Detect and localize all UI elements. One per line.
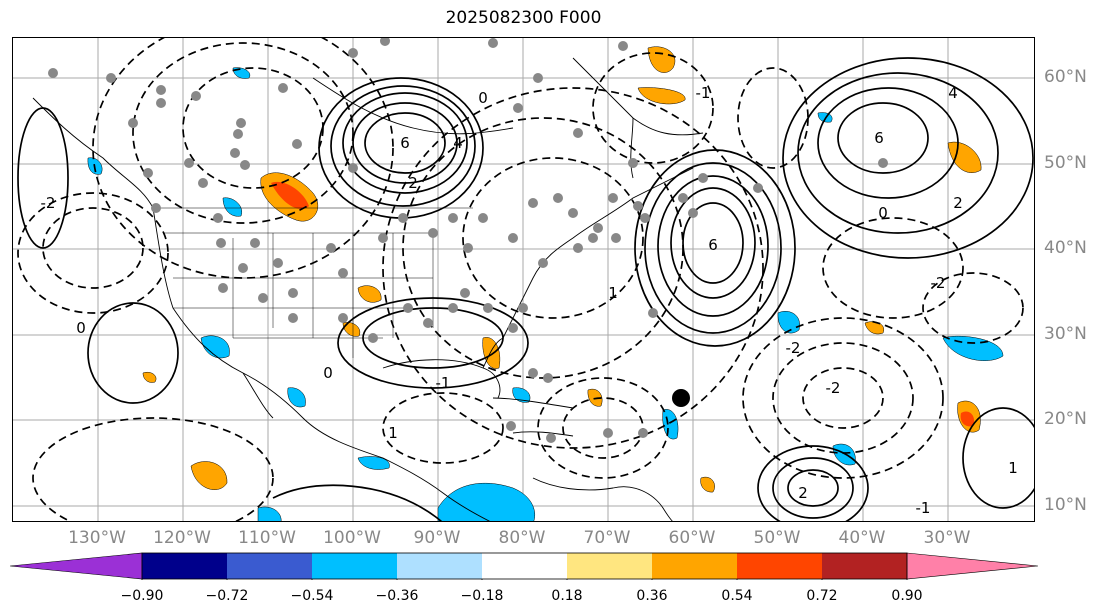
contour-label: -2 (41, 194, 56, 212)
colorbar-segment (652, 553, 737, 579)
colorbar-extend-low (10, 552, 143, 580)
lon-label: 60°W (668, 528, 716, 548)
map-panel[interactable]: 6 6 6 4 4 2 2 2 0 0 0 0 -2 -2 -2 -2 -1 -… (12, 37, 1035, 522)
colorbar-tick-label: 0.90 (891, 588, 923, 604)
lon-label: 100°W (323, 528, 381, 548)
lon-label: 90°W (413, 528, 461, 548)
lat-label: 40°N (1044, 238, 1087, 258)
lon-label: 70°W (583, 528, 631, 548)
contour-label: 4 (453, 134, 463, 152)
contour-label: -1 (696, 84, 711, 102)
graticule (13, 38, 1034, 521)
lon-label: 120°W (153, 528, 211, 548)
lon-label: 110°W (238, 528, 296, 548)
colorbar-segment (822, 553, 907, 579)
contour-label: 1 (388, 424, 398, 442)
contour-label: 2 (953, 194, 963, 212)
contour-label: -2 (826, 379, 841, 397)
colorbar-segment (142, 553, 227, 579)
contour-label: 0 (76, 319, 86, 337)
strong-positive-shading (271, 181, 975, 427)
colorbar-tick-label: −0.72 (205, 588, 249, 604)
contour-label: -2 (786, 339, 801, 357)
contour-label: 1 (1008, 459, 1018, 477)
contour-label: 6 (708, 236, 718, 254)
positive-contours (17, 57, 1034, 521)
contour-label: 4 (948, 84, 958, 102)
storm-marker (672, 389, 690, 407)
lat-label: 20°N (1044, 409, 1087, 429)
station-dots (48, 38, 888, 443)
lon-label: 40°W (838, 528, 886, 548)
map-title: 2025082300 F000 (445, 8, 602, 28)
lat-label: 50°N (1044, 153, 1087, 173)
lon-label: 50°W (753, 528, 801, 548)
contour-label: 2 (798, 484, 808, 502)
lat-label: 10°N (1044, 495, 1087, 515)
negative-shading (87, 67, 1004, 521)
colorbar-tick-label: −0.18 (460, 588, 504, 604)
colorbar-tick-label: 0.18 (551, 588, 583, 604)
lat-label: 30°N (1044, 324, 1087, 344)
contour-label: 1 (608, 284, 618, 302)
contour-label: 0 (878, 204, 888, 222)
colorbar-tick-label: −0.90 (120, 588, 164, 604)
colorbar-segment (397, 553, 482, 579)
positive-shading (142, 46, 982, 493)
contour-label: -1 (916, 499, 931, 517)
coastlines (32, 57, 704, 521)
colorbar-tick-label: −0.36 (375, 588, 419, 604)
contour-label: 0 (323, 364, 333, 382)
lon-label: 130°W (68, 528, 126, 548)
contour-label: 2 (408, 174, 418, 192)
colorbar-extend-high (906, 552, 1039, 580)
lon-label: 30°W (923, 528, 971, 548)
map-canvas: 6 6 6 4 4 2 2 2 0 0 0 0 -2 -2 -2 -2 -1 -… (13, 38, 1034, 521)
colorbar-segment (227, 553, 312, 579)
contour-label: 6 (874, 129, 884, 147)
contour-labels: 6 6 6 4 4 2 2 2 0 0 0 0 -2 -2 -2 -2 -1 -… (41, 84, 1018, 517)
contour-label: 0 (478, 89, 488, 107)
colorbar-tick-label: 0.72 (806, 588, 838, 604)
contour-label: -2 (931, 274, 946, 292)
colorbar-segment (482, 553, 567, 579)
colorbar-segment (737, 553, 822, 579)
colorbar-tick-label: 0.36 (636, 588, 668, 604)
colorbar-segment (312, 553, 397, 579)
colorbar-tick-label: 0.54 (721, 588, 753, 604)
colorbar-tick-label: −0.54 (290, 588, 334, 604)
contour-label: 6 (400, 134, 410, 152)
contour-label: -1 (436, 374, 451, 392)
colorbar-segment (567, 553, 652, 579)
lat-label: 60°N (1044, 67, 1087, 87)
colorbar (10, 552, 1039, 580)
lon-label: 80°W (498, 528, 546, 548)
